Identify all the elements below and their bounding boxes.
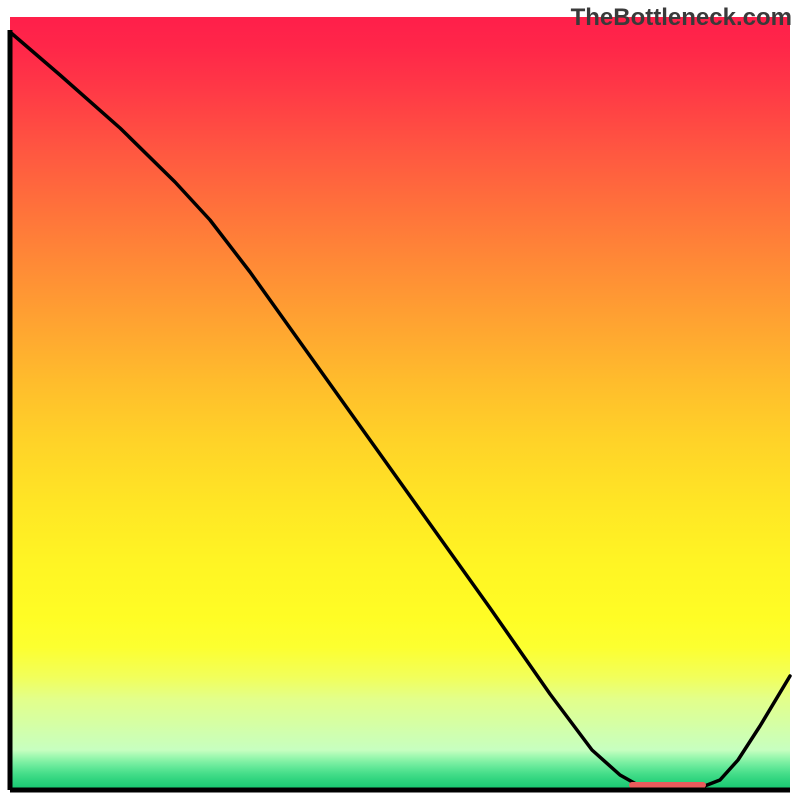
chart-container: TheBottleneck.com	[0, 0, 800, 800]
gradient-background-upper	[10, 17, 790, 750]
chart-svg	[0, 0, 800, 800]
watermark-text: TheBottleneck.com	[571, 4, 792, 32]
